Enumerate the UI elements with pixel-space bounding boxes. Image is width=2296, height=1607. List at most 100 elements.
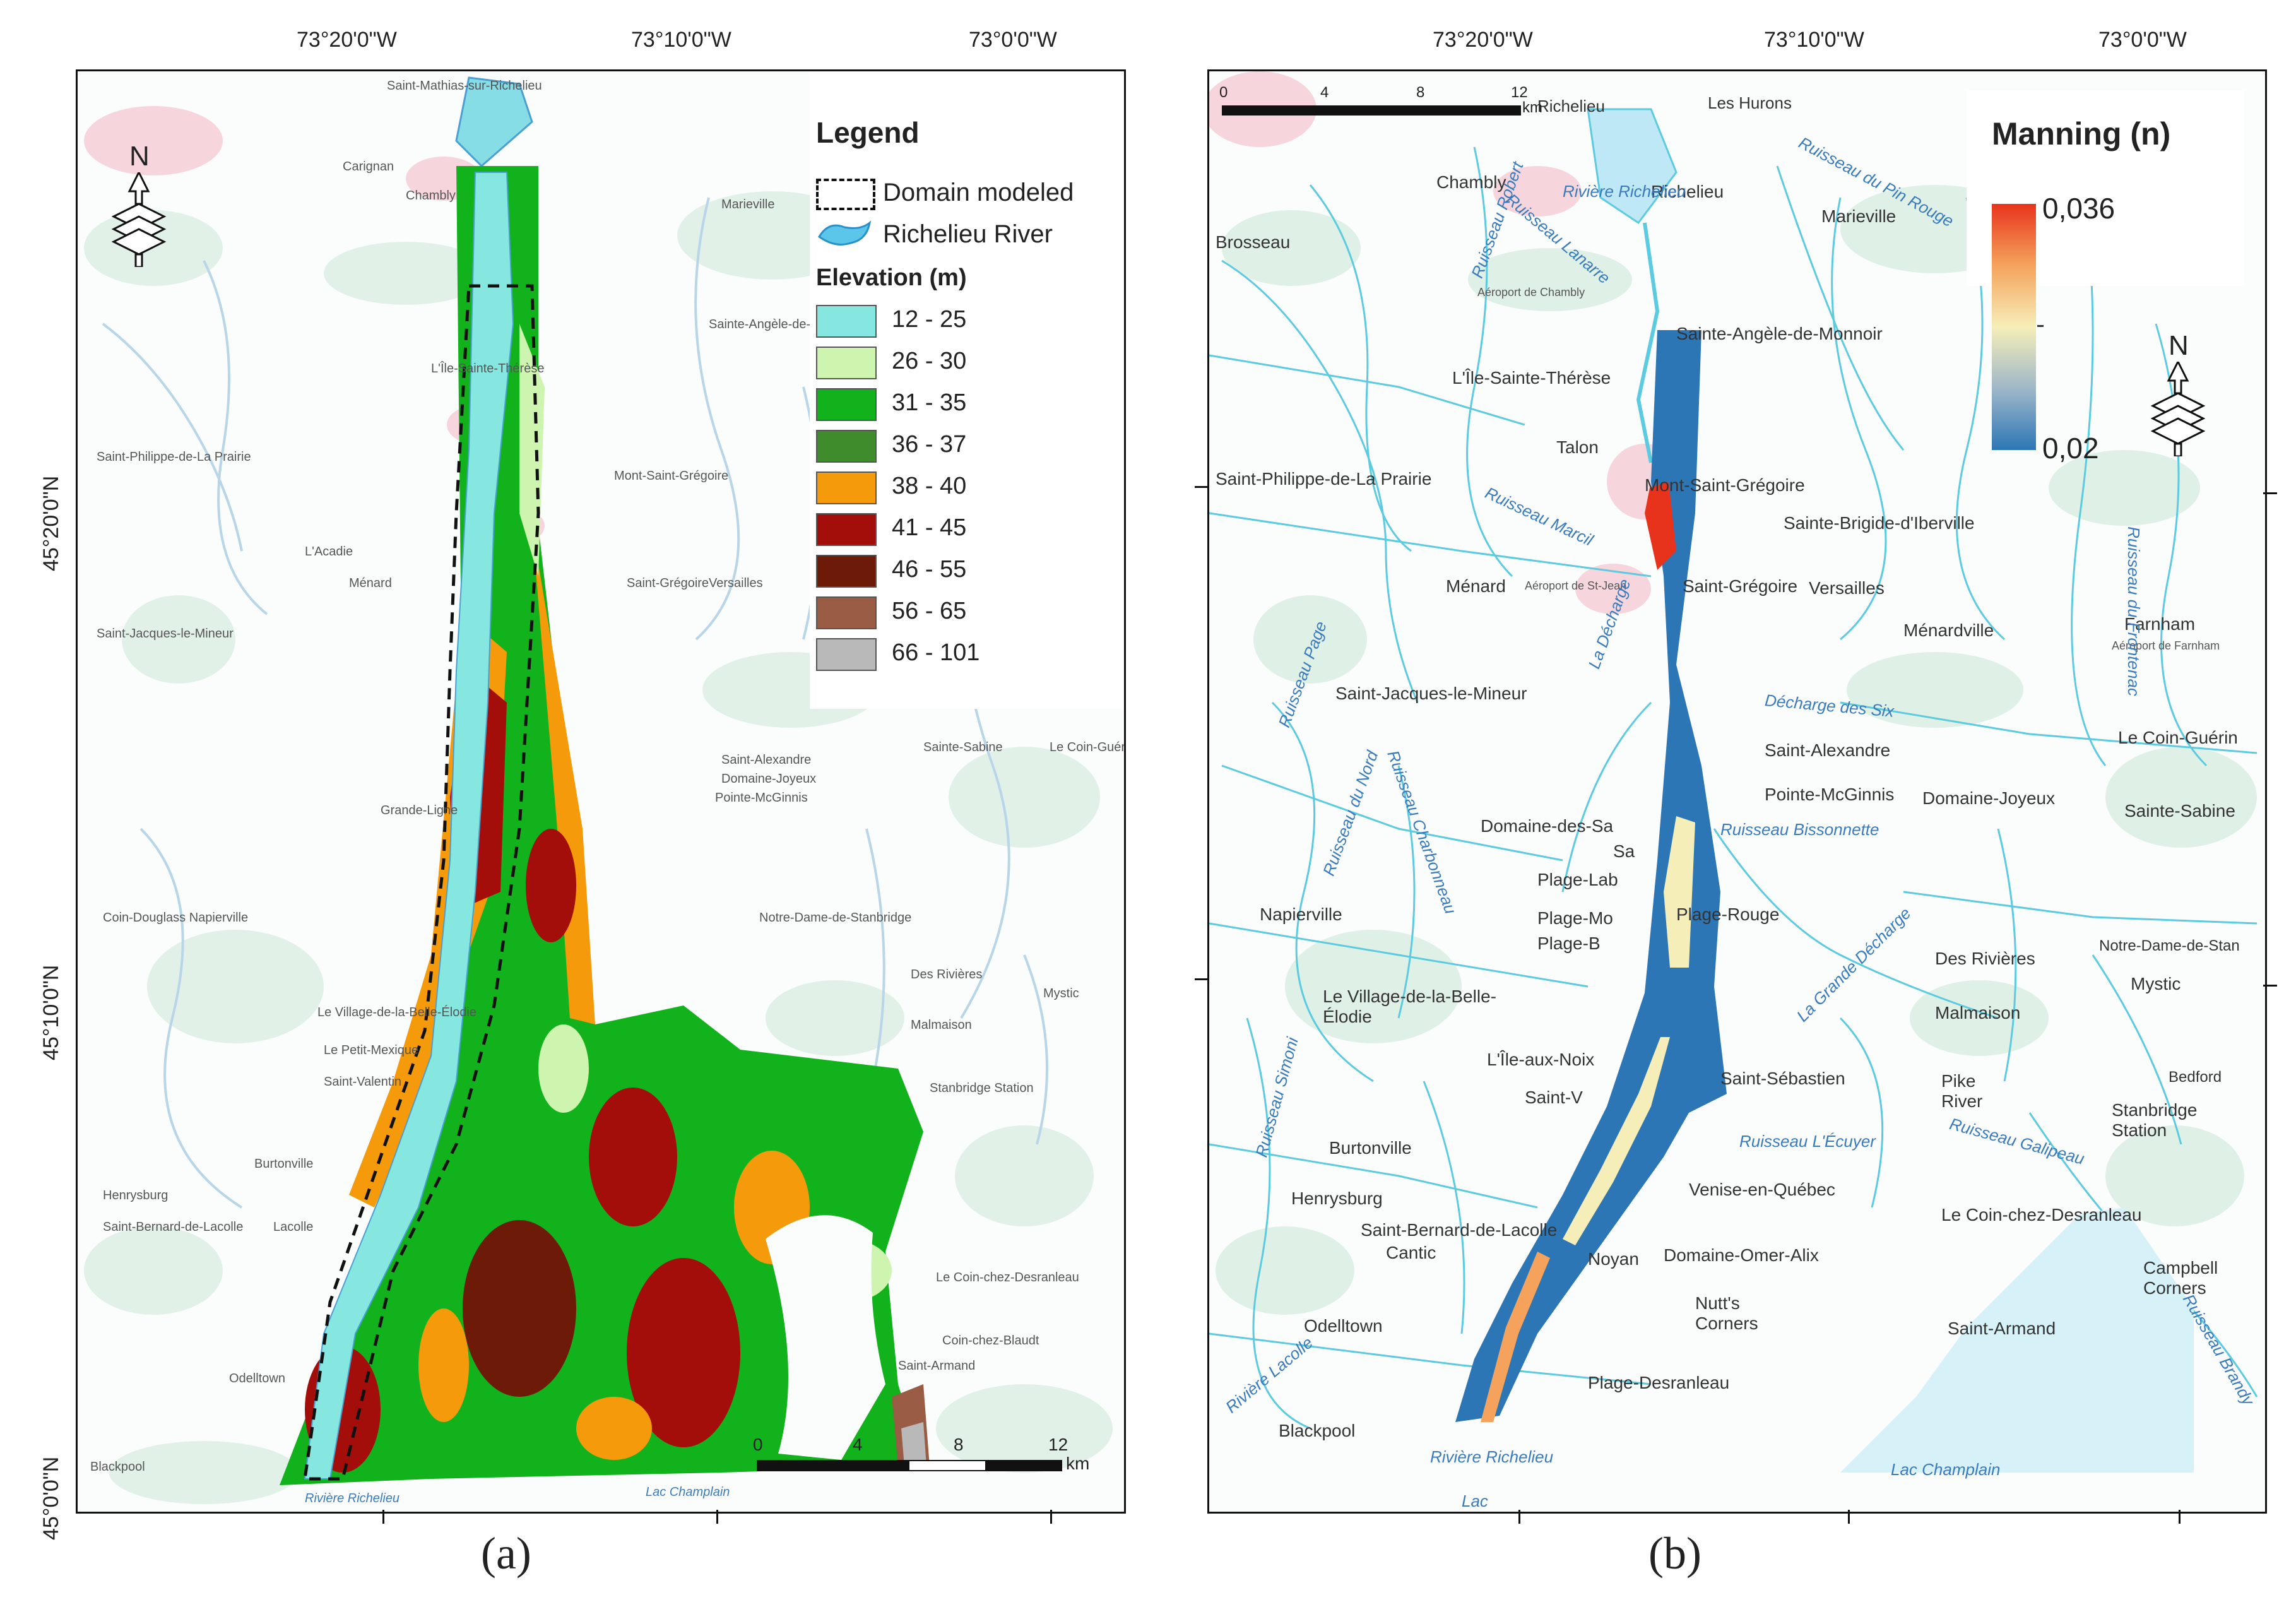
panel-a-place: Saint-Philippe-de-La Prairie [97, 450, 251, 464]
legend-max-label: 0,036 [2042, 192, 2116, 225]
legend-gradient-bar [1992, 204, 2036, 450]
panel-a-place: Ménard [349, 576, 392, 590]
panel-b-lon-label-2: 73°10'0"W [1764, 28, 1864, 52]
north-arrow-icon [111, 172, 167, 267]
panel-a-place: Carignan [343, 160, 394, 174]
panel-b-tick [1195, 978, 1209, 980]
panel-b-tick [1518, 1510, 1520, 1524]
legend-title: Manning (n) [1992, 116, 2171, 151]
scale-tick-label: 8 [1416, 84, 1425, 101]
panel-b-place: Le Coin-chez-Desranleau [1941, 1205, 2142, 1225]
panel-b-place: Richelieu [1651, 182, 1724, 201]
scale-tick-label: 4 [853, 1435, 863, 1454]
panel-b-place: Plage-B [1537, 934, 1601, 953]
panel-b-label: (b) [1648, 1528, 1701, 1579]
legend-class-label: 36 - 37 [892, 431, 967, 458]
legend-domain-swatch [816, 179, 875, 210]
panel-b-place: Pike River [1941, 1071, 1983, 1111]
panel-b-river-label: Rivière Richelieu [1563, 182, 1686, 201]
panel-a-place: Notre-Dame-de-Stanbridge [759, 911, 912, 925]
scale-unit: km [1066, 1454, 1090, 1473]
scale-tick-label: 4 [1320, 84, 1329, 101]
river-icon [818, 220, 872, 246]
scale-tick-label: 12 [1511, 84, 1528, 101]
panel-a-tick [1050, 1510, 1052, 1524]
panel-b-place: Bedford [2169, 1069, 2222, 1086]
legend-river-label: Richelieu River [883, 220, 1053, 248]
panel-b-place: Sainte-Brigide-d'Iberville [1784, 513, 1975, 533]
panel-a-lat-label-1: 45°20'0"N [39, 475, 63, 571]
panel-a-place: Saint-Jacques-le-Mineur [97, 627, 234, 641]
panel-a-label: (a) [481, 1528, 531, 1579]
panel-b-place: Talon [1556, 437, 1599, 457]
panel-b-place: Odelltown [1304, 1316, 1383, 1336]
panel-b-place: Domaine-des-Sa [1481, 816, 1614, 836]
legend-swatch [816, 430, 877, 463]
panel-b-place: Venise-en-Québec [1689, 1180, 1835, 1199]
panel-b-place: Sainte-Sabine [2124, 801, 2235, 821]
legend-domain-label: Domain modeled [883, 179, 1074, 206]
scale-bar-segments [757, 1460, 1062, 1471]
panel-b-north-arrow: N [2150, 330, 2206, 456]
north-letter: N [129, 141, 150, 172]
panel-a-place: Des Rivières [911, 968, 983, 981]
panel-b-place: Aéroport de Chambly [1477, 286, 1585, 299]
panel-a-place: Saint-Grégoire [627, 576, 709, 590]
panel-b-place: Malmaison [1935, 1003, 2021, 1023]
panel-b-place: Aéroport de St-Jean [1525, 579, 1627, 592]
legend-class-label: 12 - 25 [892, 306, 967, 333]
panel-b-place: Le Village-de-la-Belle-Élodie [1323, 987, 1496, 1026]
panel-a-place: Domaine-Joyeux [721, 772, 817, 786]
legend-class-label: 38 - 40 [892, 473, 967, 499]
panel-a-place: Saint-Alexandre [721, 753, 812, 767]
panel-b-place: Aéroport de Farnham [2112, 639, 2220, 652]
legend-class-label: 56 - 65 [892, 598, 967, 624]
panel-a-place: Pointe-McGinnis [715, 791, 808, 805]
panel-a-lat-label-3: 45°0'0"N [39, 1456, 63, 1540]
panel-b-place: Saint-Grégoire [1683, 576, 1798, 596]
panel-a-lon-label-3: 73°0'0"W [969, 28, 1057, 52]
panel-b-place: Ménard [1446, 576, 1506, 596]
panel-b-place: Plage-Desranleau [1588, 1373, 1730, 1392]
panel-b-place: Saint-Sébastien [1720, 1069, 1845, 1088]
panel-b-map [1209, 71, 2258, 1473]
panel-b-place: Ménardville [1903, 620, 1994, 640]
panel-b-tick [1195, 486, 1209, 488]
panel-b-place: Plage-Lab [1537, 870, 1618, 889]
panel-a-tick [382, 1510, 384, 1524]
panel-b-place: Sainte-Angèle-de-Monnoir [1676, 324, 1883, 343]
panel-b-river-label: Lac [1462, 1491, 1488, 1510]
panel-a-lake-label: Lac Champlain [646, 1485, 730, 1499]
panel-b-scale-bar: 0 4 8 12 km [1216, 84, 1544, 134]
panel-a-river-label: Rivière Richelieu [305, 1491, 400, 1505]
panel-b-tick [2263, 985, 2277, 987]
panel-a-place: Versailles [709, 576, 763, 590]
panel-b-tick [2179, 1510, 2181, 1524]
panel-a-place: Henrysburg [103, 1189, 169, 1202]
panel-b-place: Nutt's Corners [1695, 1293, 1758, 1333]
scale-bar-segments [1222, 105, 1521, 116]
panel-a-place: Coin-chez-Blaudt [942, 1334, 1039, 1348]
panel-a-place: L'Île-Sainte-Thérèse [431, 362, 545, 376]
panel-b-place: Versailles [1809, 578, 1885, 598]
panel-a-lon-label-2: 73°10'0"W [631, 28, 731, 52]
panel-b-place: Saint-V [1525, 1088, 1583, 1107]
panel-a-scale-bar: 0 4 8 12 km [753, 1435, 1106, 1498]
panel-a-place: Coin-Douglass Napierville [103, 911, 249, 925]
north-letter: N [2169, 330, 2189, 361]
scale-tick-label: 0 [1219, 84, 1228, 101]
panel-b-place: Plage-Rouge [1676, 904, 1780, 924]
panel-b-place: Saint-Armand [1948, 1319, 2056, 1338]
panel-b-place: Saint-Philippe-de-La Prairie [1216, 469, 1432, 489]
north-arrow-icon [2150, 362, 2206, 456]
panel-a-place: Le Coin-Guérin [1050, 740, 1126, 754]
panel-b-lake-label: Lac Champlain [1891, 1460, 2001, 1479]
panel-b-place: Saint-Bernard-de-Lacolle [1361, 1220, 1558, 1240]
panel-a-place: Mystic [1043, 987, 1079, 1000]
panel-a-place: Sainte-Sabine [923, 740, 1003, 754]
panel-b-river-label: Rivière Richelieu [1430, 1447, 1554, 1466]
legend-swatch [816, 555, 877, 588]
panel-b-place: Sa [1613, 841, 1635, 861]
panel-a-map-frame: Saint-Mathias-sur-Richelieu Chambly Cari… [76, 69, 1126, 1514]
scale-tick-label: 0 [753, 1435, 763, 1454]
